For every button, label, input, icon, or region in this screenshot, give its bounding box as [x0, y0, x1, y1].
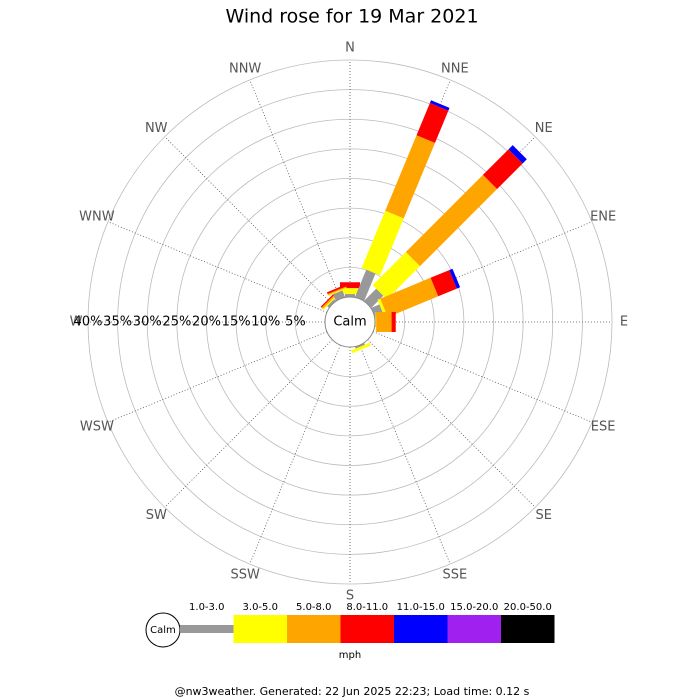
wind-bar	[354, 343, 365, 349]
grid-ring	[235, 207, 465, 437]
wind-bar	[385, 135, 436, 219]
direction-label: ENE	[590, 210, 616, 225]
wind-bar	[482, 149, 523, 190]
grid-ring	[294, 266, 406, 378]
r-tick-label: 5%	[285, 315, 306, 330]
wind-bar	[391, 312, 396, 332]
legend-swatch	[340, 615, 394, 643]
direction-label: NNW	[229, 61, 261, 76]
grid-ring	[265, 237, 435, 407]
direction-label: W	[70, 315, 83, 330]
wind-bar	[508, 145, 527, 164]
wind-bar	[429, 100, 450, 111]
wind-bar	[345, 294, 355, 297]
calm-circle	[324, 296, 376, 348]
direction-label: SW	[146, 508, 167, 523]
spoke	[164, 136, 333, 305]
grid-ring	[206, 178, 494, 466]
wind-bar	[372, 252, 420, 300]
direction-label: S	[346, 589, 354, 604]
legend-calm-label: Calm	[150, 625, 176, 636]
direction-label: N	[345, 41, 355, 56]
wind-bar	[327, 286, 347, 296]
wind-bar	[375, 312, 377, 332]
r-tick-label: 10%	[251, 315, 280, 330]
spoke	[107, 221, 328, 313]
wind-bar	[320, 292, 336, 308]
grid-ring	[87, 59, 613, 585]
r-tick-label: 15%	[222, 315, 251, 330]
r-tick-label: 40%	[74, 315, 103, 330]
legend-units: mph	[339, 650, 361, 661]
legend-label: 1.0-3.0	[189, 602, 224, 613]
wind-bar	[405, 174, 498, 267]
wind-bar	[364, 288, 384, 308]
grid-ring	[176, 148, 524, 496]
legend-swatch	[180, 625, 234, 633]
legend-swatch	[447, 615, 501, 643]
spoke	[372, 331, 593, 423]
r-tick-label: 30%	[133, 315, 162, 330]
direction-label: NW	[145, 121, 168, 136]
wind-bar	[327, 299, 336, 308]
wind-bar	[326, 284, 347, 294]
wind-bar	[430, 270, 457, 297]
direction-label: WSW	[80, 419, 114, 434]
wind-bar	[376, 312, 392, 332]
wind-bar	[321, 293, 337, 309]
direction-label: WNW	[79, 210, 115, 225]
spoke	[367, 339, 536, 508]
calm-label: Calm	[333, 315, 366, 330]
footer: @nw3weather. Generated: 22 Jun 2025 22:2…	[175, 685, 530, 698]
wind-bar	[361, 210, 404, 276]
direction-label: ESE	[591, 419, 616, 434]
r-tick-label: 20%	[192, 315, 221, 330]
legend-swatch	[287, 615, 341, 643]
spoke	[107, 331, 328, 423]
wind-bar	[328, 287, 347, 297]
legend-label: 11.0-15.0	[397, 602, 445, 613]
wind-bar	[351, 342, 371, 354]
wind-bar	[322, 294, 338, 310]
chart-title: Wind rose for 19 Mar 2021	[225, 6, 478, 28]
legend-label: 15.0-20.0	[450, 602, 498, 613]
direction-label: SSE	[442, 568, 467, 583]
direction-label: NE	[535, 121, 553, 136]
r-tick-label: 25%	[162, 315, 191, 330]
spoke	[359, 344, 451, 565]
legend-label: 20.0-50.0	[504, 602, 552, 613]
wind-bar	[340, 288, 360, 295]
spoke	[249, 79, 341, 300]
direction-label: SSW	[230, 568, 260, 583]
direction-label: SE	[536, 508, 552, 523]
legend-label: 8.0-11.0	[346, 602, 388, 613]
legend-swatch	[394, 615, 448, 643]
legend-swatch	[233, 615, 287, 643]
wind-bar	[380, 277, 439, 318]
spoke	[164, 339, 333, 508]
wind-bar	[416, 102, 449, 143]
r-tick-label: 35%	[103, 315, 132, 330]
direction-label: E	[620, 315, 628, 330]
wind-bar	[449, 268, 461, 289]
legend-swatch	[501, 615, 555, 643]
wind-bar	[354, 269, 376, 301]
direction-label: NNE	[441, 61, 469, 76]
legend-label: 3.0-5.0	[243, 602, 278, 613]
spoke	[249, 344, 341, 565]
legend-label: 5.0-8.0	[296, 602, 331, 613]
